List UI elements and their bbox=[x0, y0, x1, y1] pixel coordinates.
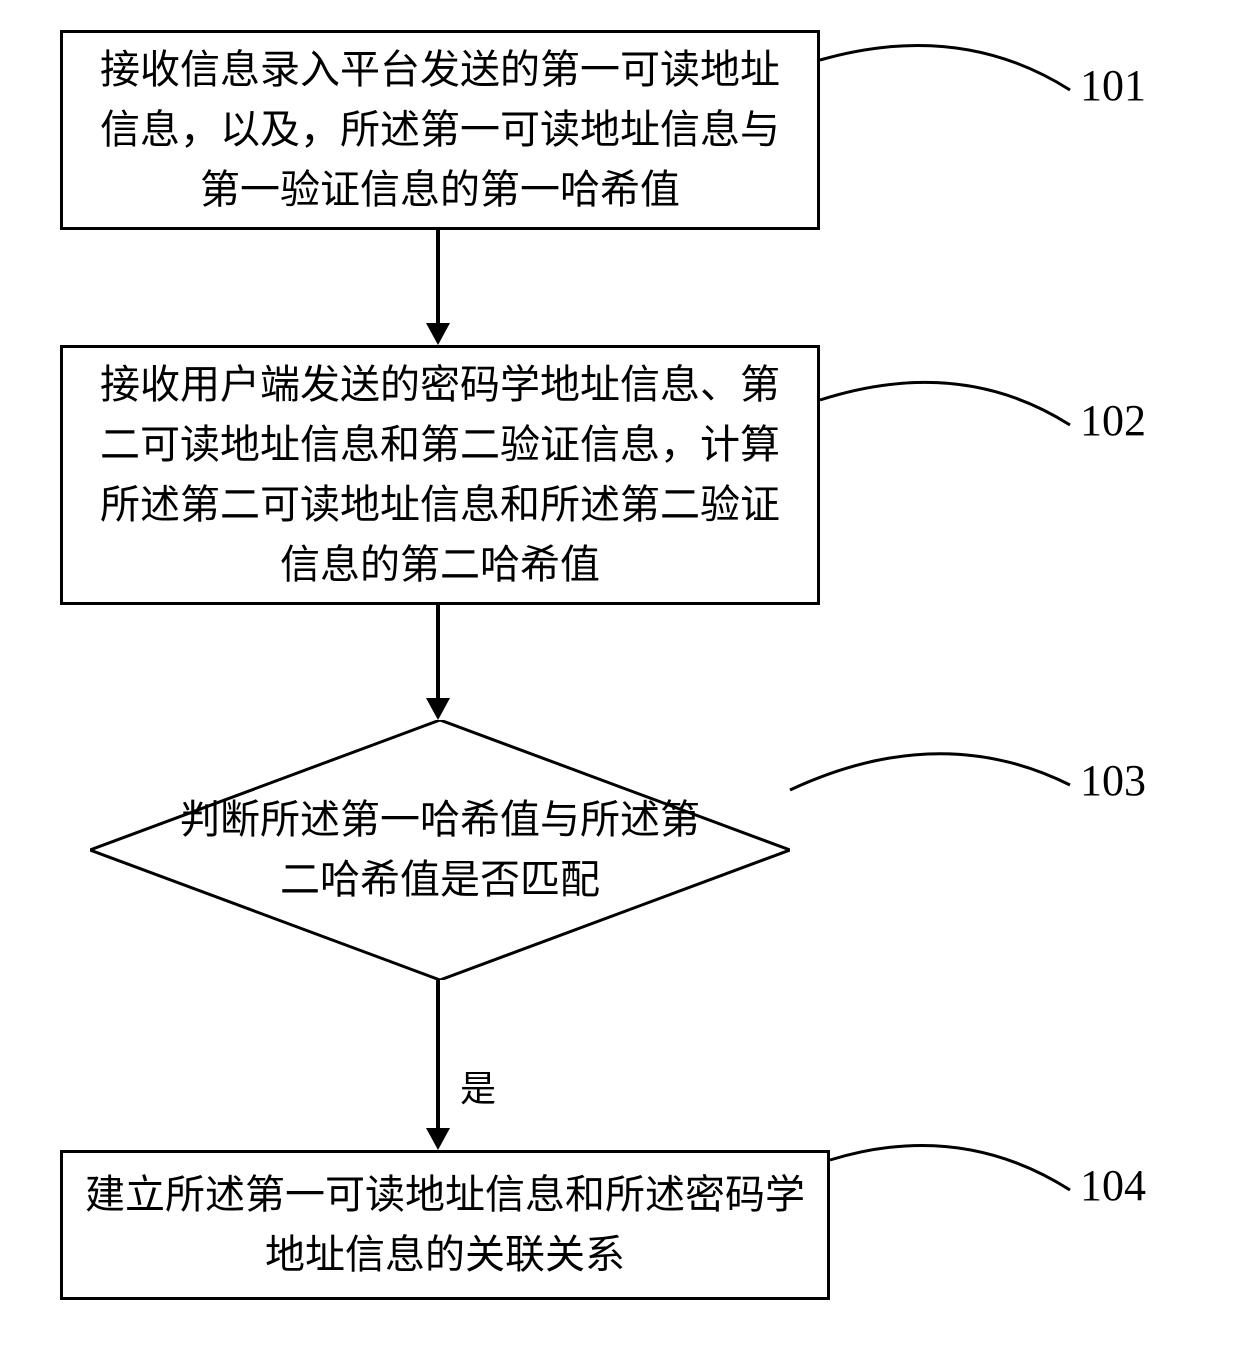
edge-2-line bbox=[436, 605, 440, 700]
step-label-103: 103 bbox=[1080, 755, 1146, 806]
flowchart-canvas: 接收信息录入平台发送的第一可读地址信息，以及，所述第一可读地址信息与第一验证信息… bbox=[0, 0, 1240, 1367]
flowchart-node-4: 建立所述第一可读地址信息和所述密码学地址信息的关联关系 bbox=[60, 1150, 830, 1300]
edge-1-head bbox=[426, 323, 450, 345]
edge-2-head bbox=[426, 698, 450, 720]
edge-3-label: 是 bbox=[460, 1060, 496, 1112]
step-label-102: 102 bbox=[1080, 395, 1146, 446]
edge-3-head bbox=[426, 1128, 450, 1150]
flowchart-node-2: 接收用户端发送的密码学地址信息、第二可读地址信息和第二验证信息，计算所述第二可读… bbox=[60, 345, 820, 605]
step-label-104: 104 bbox=[1080, 1160, 1146, 1211]
node-text: 判断所述第一哈希值与所述第二哈希值是否匹配 bbox=[90, 720, 790, 980]
step-label-101: 101 bbox=[1080, 60, 1146, 111]
node-text: 接收用户端发送的密码学地址信息、第二可读地址信息和第二验证信息，计算所述第二可读… bbox=[83, 355, 797, 595]
edge-3-line bbox=[436, 980, 440, 1130]
node-text: 接收信息录入平台发送的第一可读地址信息，以及，所述第一可读地址信息与第一验证信息… bbox=[83, 40, 797, 220]
flowchart-node-1: 接收信息录入平台发送的第一可读地址信息，以及，所述第一可读地址信息与第一验证信息… bbox=[60, 30, 820, 230]
node-text: 建立所述第一可读地址信息和所述密码学地址信息的关联关系 bbox=[83, 1165, 807, 1285]
edge-1-line bbox=[436, 230, 440, 325]
flowchart-node-3: 判断所述第一哈希值与所述第二哈希值是否匹配 bbox=[90, 720, 790, 980]
